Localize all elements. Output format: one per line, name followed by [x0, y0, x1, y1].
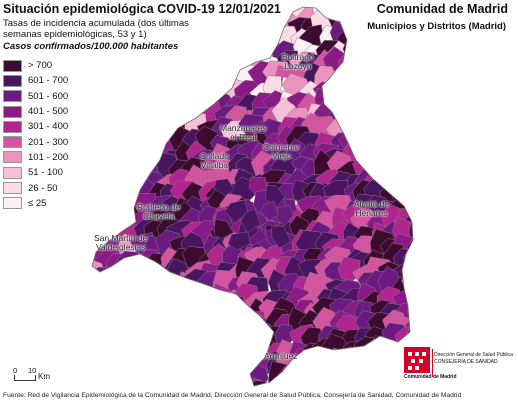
legend-item: 26 - 50: [3, 180, 68, 195]
place-label-aranjuez: Aranjuez: [264, 351, 298, 361]
source-footer: Fuente: Red de Vigilancia Epidemiológica…: [3, 392, 462, 399]
logo-dept-line1: Dirección General de Salud Pública: [434, 352, 513, 358]
map-title: Situación epidemiológica COVID-19 12/01/…: [3, 2, 281, 16]
legend-item: 601 - 700: [3, 73, 68, 88]
scale-bar: 0 10 Km: [13, 366, 50, 381]
legend-label: 301 - 400: [28, 121, 69, 133]
legend-swatch: [3, 182, 22, 195]
scale-zero: 0: [13, 366, 18, 375]
legend-item: 201 - 300: [3, 134, 68, 149]
legend: > 700 601 - 700 501 - 600 401 - 500 301 …: [3, 58, 68, 211]
logo-name: Comunidad de Madrid: [404, 374, 457, 380]
logo-dept-line2: CONSEJERÍA DE SANIDAD: [434, 359, 498, 365]
comunidad-madrid-logo: Comunidad de Madrid Dirección General de…: [404, 347, 516, 381]
legend-item: 51 - 100: [3, 165, 68, 180]
legend-swatch: [3, 59, 22, 72]
place-label-colmenar: Colmenar Viejo: [263, 142, 300, 161]
place-label-robledo: Robledo de Chavela: [137, 202, 181, 221]
region-title: Comunidad de Madrid: [376, 2, 508, 16]
place-label-alcala: Alcalá de Henares: [354, 199, 389, 218]
place-label-villalba: Collado Villalba: [200, 151, 229, 170]
scale-bar-line: 0 10: [13, 366, 36, 381]
legend-item: ≤ 25: [3, 196, 68, 211]
scale-unit: Km: [38, 372, 50, 381]
legend-swatch: [3, 136, 22, 149]
legend-label: 51 - 100: [28, 167, 63, 179]
scale-ten: 10: [28, 366, 37, 375]
legend-item: > 700: [3, 58, 68, 73]
flag-icon: [404, 347, 430, 373]
logo-separator: [432, 349, 433, 377]
legend-swatch: [3, 166, 22, 179]
place-label-buitrago: Buitrago Lozoya: [282, 52, 314, 71]
legend-label: 501 - 600: [28, 90, 69, 102]
legend-item: 501 - 600: [3, 89, 68, 104]
legend-label: > 700: [28, 60, 53, 72]
legend-swatch: [3, 120, 22, 133]
logo-department: Dirección General de Salud Pública CONSE…: [434, 352, 513, 366]
legend-swatch: [3, 74, 22, 87]
legend-label: 26 - 50: [28, 182, 58, 194]
region-subtitle: Municipios y Distritos (Madrid): [367, 21, 506, 32]
legend-label: 101 - 200: [28, 151, 69, 163]
legend-label: ≤ 25: [28, 197, 47, 209]
legend-swatch: [3, 90, 22, 103]
place-label-manzanares: Manzanares el Real: [220, 123, 267, 142]
place-label-san-martin: San Martín de Valdeiglesias: [94, 233, 148, 252]
legend-label: 401 - 500: [28, 106, 69, 118]
legend-item: 401 - 500: [3, 104, 68, 119]
legend-label: 601 - 700: [28, 75, 69, 87]
legend-swatch: [3, 151, 22, 164]
legend-item: 101 - 200: [3, 150, 68, 165]
legend-label: 201 - 300: [28, 136, 69, 148]
legend-swatch: [3, 197, 22, 210]
legend-item: 301 - 400: [3, 119, 68, 134]
cases-unit-label: Casos confirmados/100.000 habitantes: [3, 41, 179, 52]
map-subtitle: Tasas de incidencia acumulada (dos últim…: [3, 18, 189, 40]
legend-swatch: [3, 105, 22, 118]
